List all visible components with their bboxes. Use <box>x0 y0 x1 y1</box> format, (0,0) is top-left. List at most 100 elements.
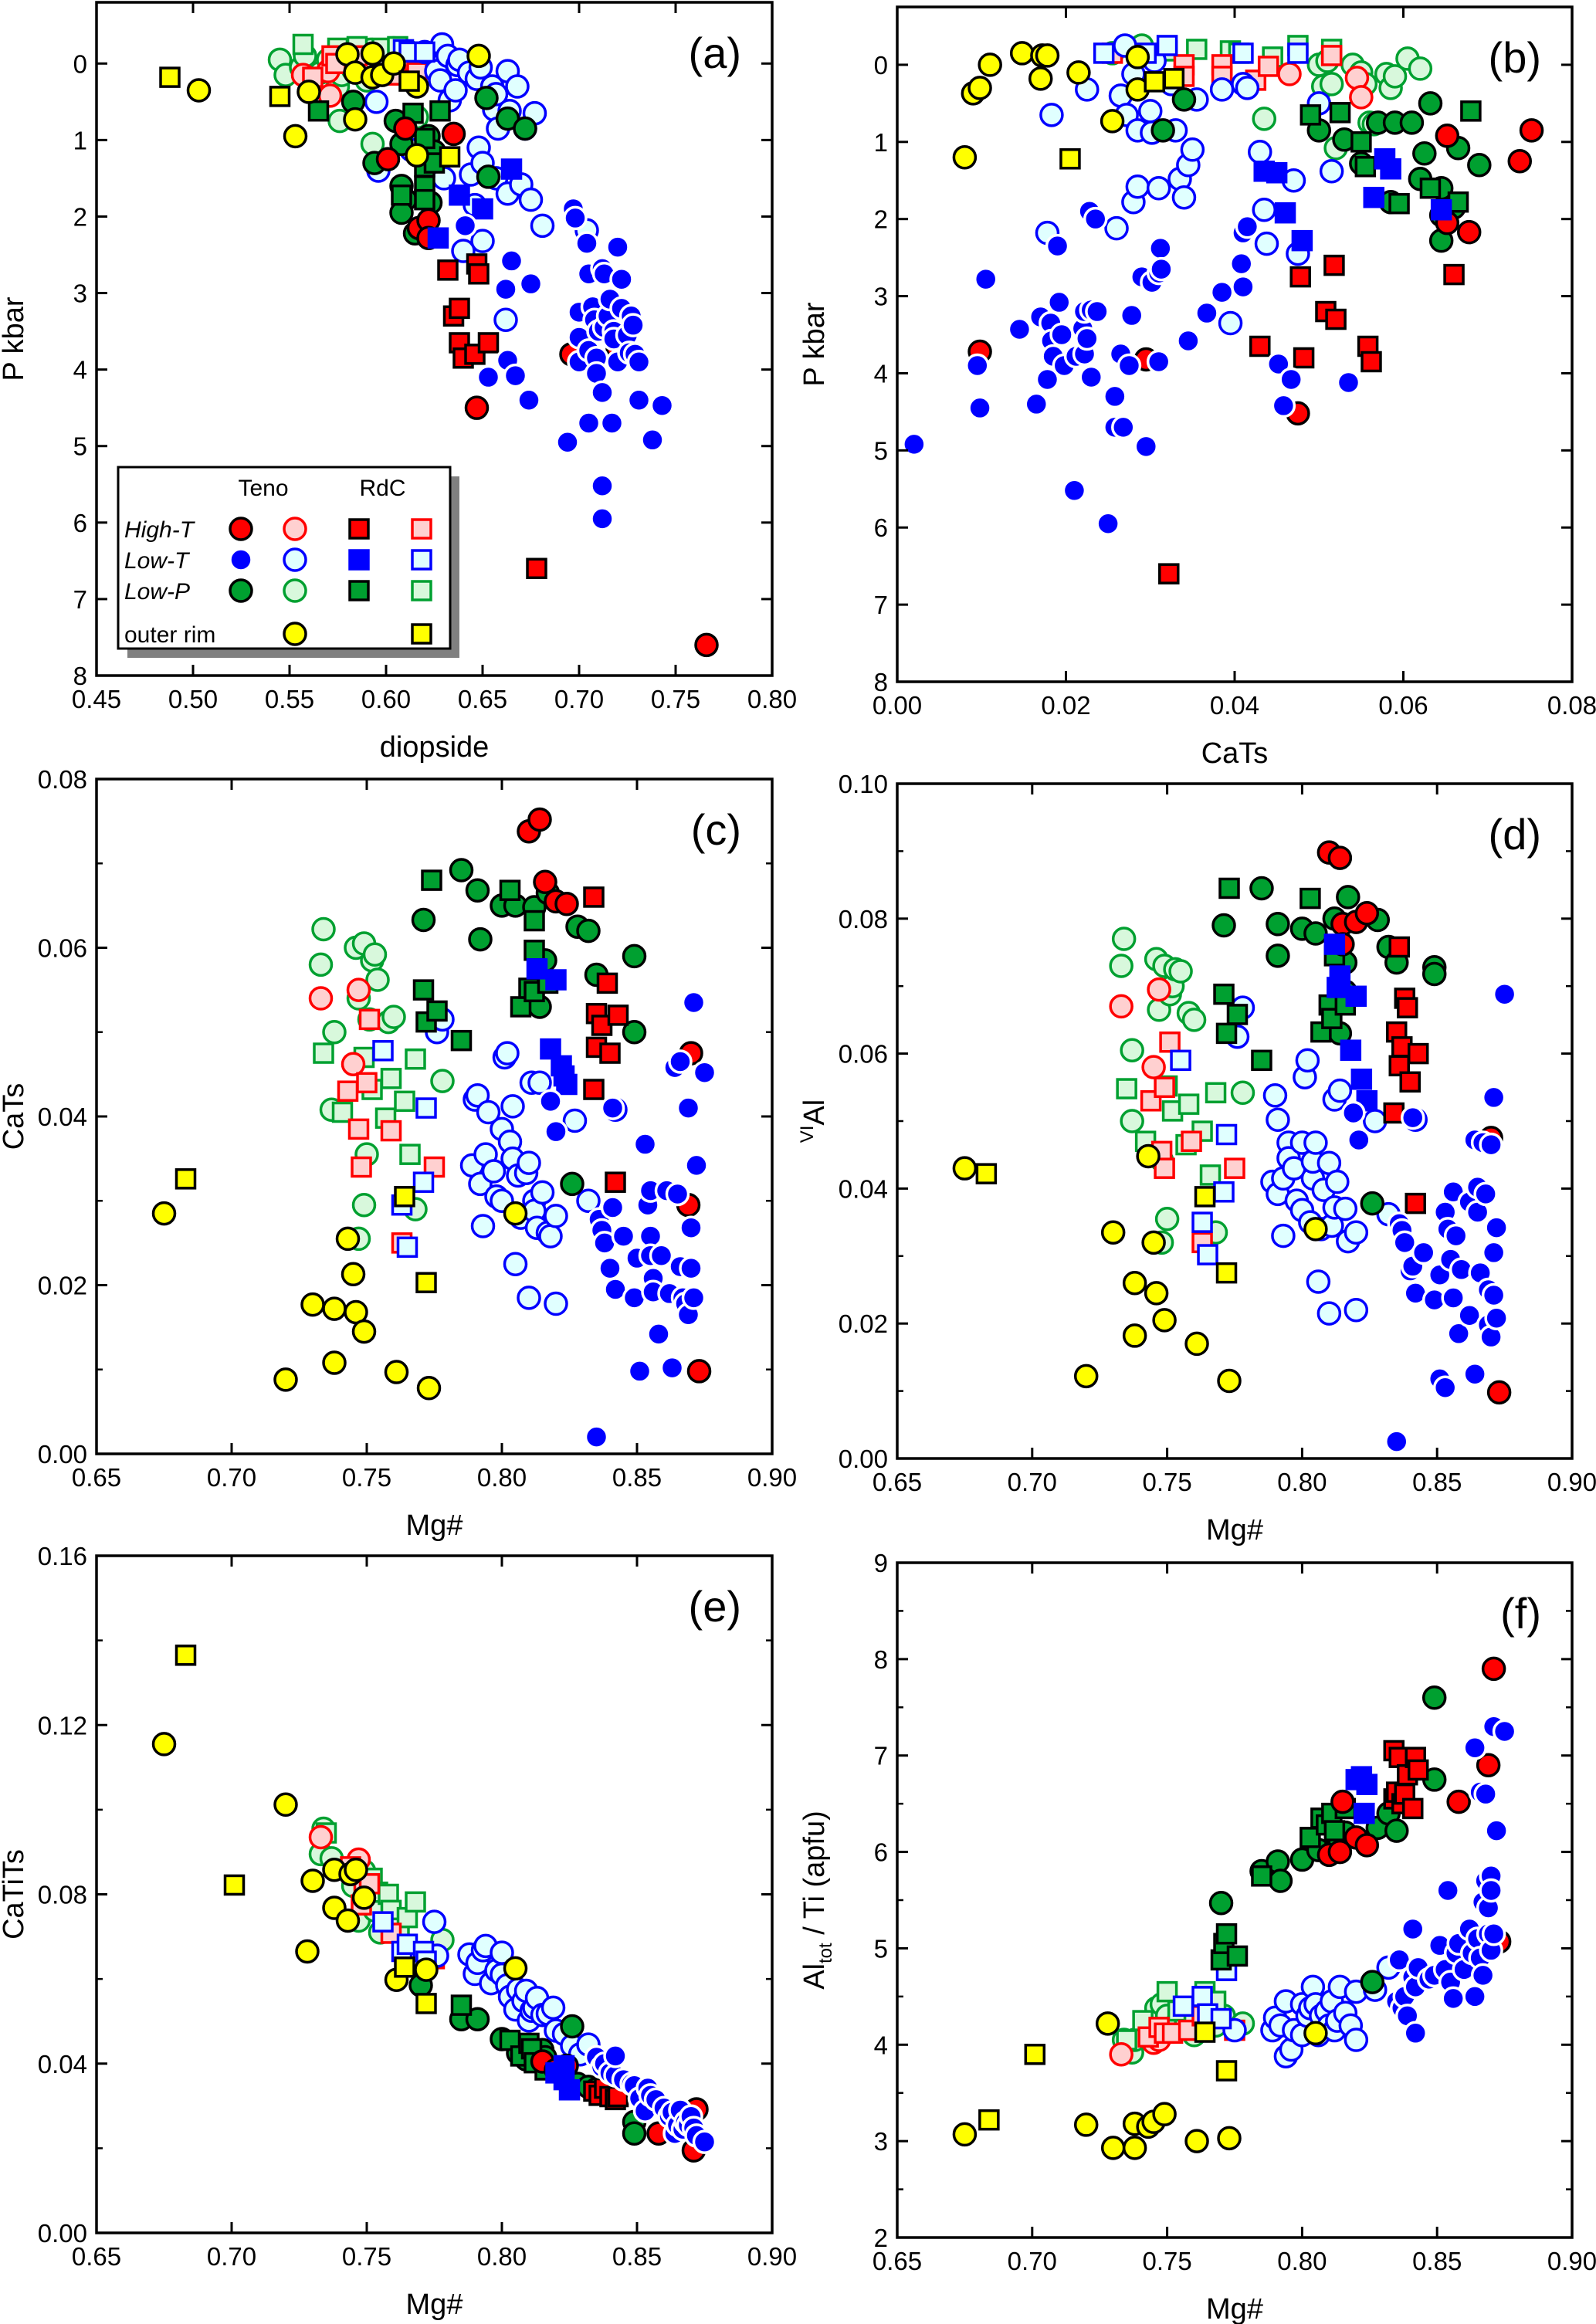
data-points <box>151 807 717 1449</box>
data-point <box>1392 1230 1417 1255</box>
data-point <box>1146 175 1171 201</box>
data-point <box>1411 1240 1436 1265</box>
data-point <box>411 907 436 933</box>
series-rdc-low-t-o <box>1172 1960 1238 2030</box>
data-point <box>1380 158 1401 180</box>
y-tick-label: 8 <box>73 662 87 690</box>
data-point <box>1399 1071 1421 1093</box>
data-point <box>429 100 451 122</box>
data-point <box>308 952 334 977</box>
x-tick-label: 0.80 <box>747 685 797 713</box>
series-rdc-rim <box>159 66 461 168</box>
series-rdc-high-t <box>583 886 629 1193</box>
data-point <box>1388 936 1411 958</box>
data-point <box>391 184 412 206</box>
data-point <box>676 1096 701 1120</box>
data-point <box>468 927 493 952</box>
data-point <box>1340 1039 1362 1061</box>
data-point <box>1172 1995 1194 2017</box>
data-point <box>1407 1042 1429 1065</box>
data-point <box>1327 845 1353 870</box>
data-point <box>1226 1945 1249 1967</box>
y-axis-title: CaTiTs <box>0 1849 30 1939</box>
y-tick-label: 0 <box>73 49 87 78</box>
data-point <box>1384 1429 1409 1454</box>
data-point <box>1194 300 1219 326</box>
data-point <box>524 940 545 961</box>
data-point <box>1252 197 1276 222</box>
data-point <box>659 1355 685 1381</box>
data-point <box>1028 66 1053 91</box>
data-point <box>1085 299 1110 324</box>
data-point <box>555 430 580 455</box>
legend-column-header: Teno <box>238 476 288 501</box>
data-point <box>1293 347 1315 369</box>
data-point <box>437 259 459 281</box>
x-axis-title: Mg# <box>406 2288 463 2321</box>
series-teno-low-t-o <box>1222 1955 1401 2069</box>
data-point <box>476 364 501 390</box>
data-point <box>344 1857 368 1882</box>
data-point <box>1383 1102 1405 1124</box>
legend-marker-rdc-low-t <box>348 549 370 571</box>
y-axis-title-rest: / Ti (apfu) <box>798 1811 831 1943</box>
data-point <box>500 1094 525 1119</box>
data-point <box>308 986 334 1011</box>
data-point <box>1154 1206 1180 1231</box>
data-point <box>1224 1157 1245 1179</box>
data-point <box>470 1214 496 1238</box>
data-point <box>1152 1308 1177 1333</box>
data-points <box>952 840 1517 1454</box>
data-point <box>530 213 555 239</box>
data-point <box>1208 1890 1234 1916</box>
data-point <box>1435 1878 1460 1903</box>
y-tick-label: 1 <box>73 126 87 154</box>
data-point <box>1149 256 1174 282</box>
data-point <box>598 1255 622 1281</box>
y-tick-label: 8 <box>874 668 888 696</box>
data-point <box>518 271 544 296</box>
legend-row-label: High-T <box>124 517 196 543</box>
y-tick-label: 0.00 <box>38 2219 87 2248</box>
data-point <box>394 1186 415 1208</box>
data-point <box>1100 2136 1126 2160</box>
data-point <box>1184 2129 1209 2153</box>
data-point <box>1009 41 1035 66</box>
y-axis-title: P kbar <box>0 296 30 381</box>
data-point <box>493 307 518 332</box>
data-point <box>1443 1223 1469 1248</box>
data-point <box>1303 1217 1328 1242</box>
data-point <box>1330 1789 1355 1814</box>
y-tick-label: 0.04 <box>38 1103 87 1131</box>
legend: Teno RdC High-T Low-T Low-P outer rim <box>117 466 459 658</box>
data-point <box>527 807 552 832</box>
data-point <box>1266 162 1288 184</box>
data-point <box>375 147 401 171</box>
data-point <box>975 1163 998 1184</box>
data-point <box>1109 954 1133 978</box>
x-tick-label: 0.55 <box>265 685 314 713</box>
data-point <box>427 227 449 249</box>
data-point <box>1232 42 1254 64</box>
data-point <box>646 1322 671 1347</box>
series-rdc-low-t <box>1253 148 1452 252</box>
data-point <box>524 910 545 932</box>
data-point <box>1519 118 1544 143</box>
data-point <box>538 1224 563 1248</box>
data-point <box>681 1286 707 1310</box>
data-point <box>1047 290 1072 315</box>
data-point <box>1103 384 1127 409</box>
panel-label: (f) <box>1500 1589 1541 1638</box>
data-point <box>1257 56 1279 77</box>
data-point <box>1507 149 1533 174</box>
data-point <box>1388 192 1410 215</box>
data-point <box>1479 1878 1503 1903</box>
data-point <box>465 2007 490 2031</box>
data-point <box>1271 393 1296 418</box>
data-point <box>322 1020 347 1045</box>
data-point <box>1209 77 1235 102</box>
data-point <box>1230 1080 1255 1106</box>
data-point <box>1141 1055 1166 1079</box>
data-point <box>1382 64 1408 89</box>
data-point <box>1446 1321 1471 1347</box>
